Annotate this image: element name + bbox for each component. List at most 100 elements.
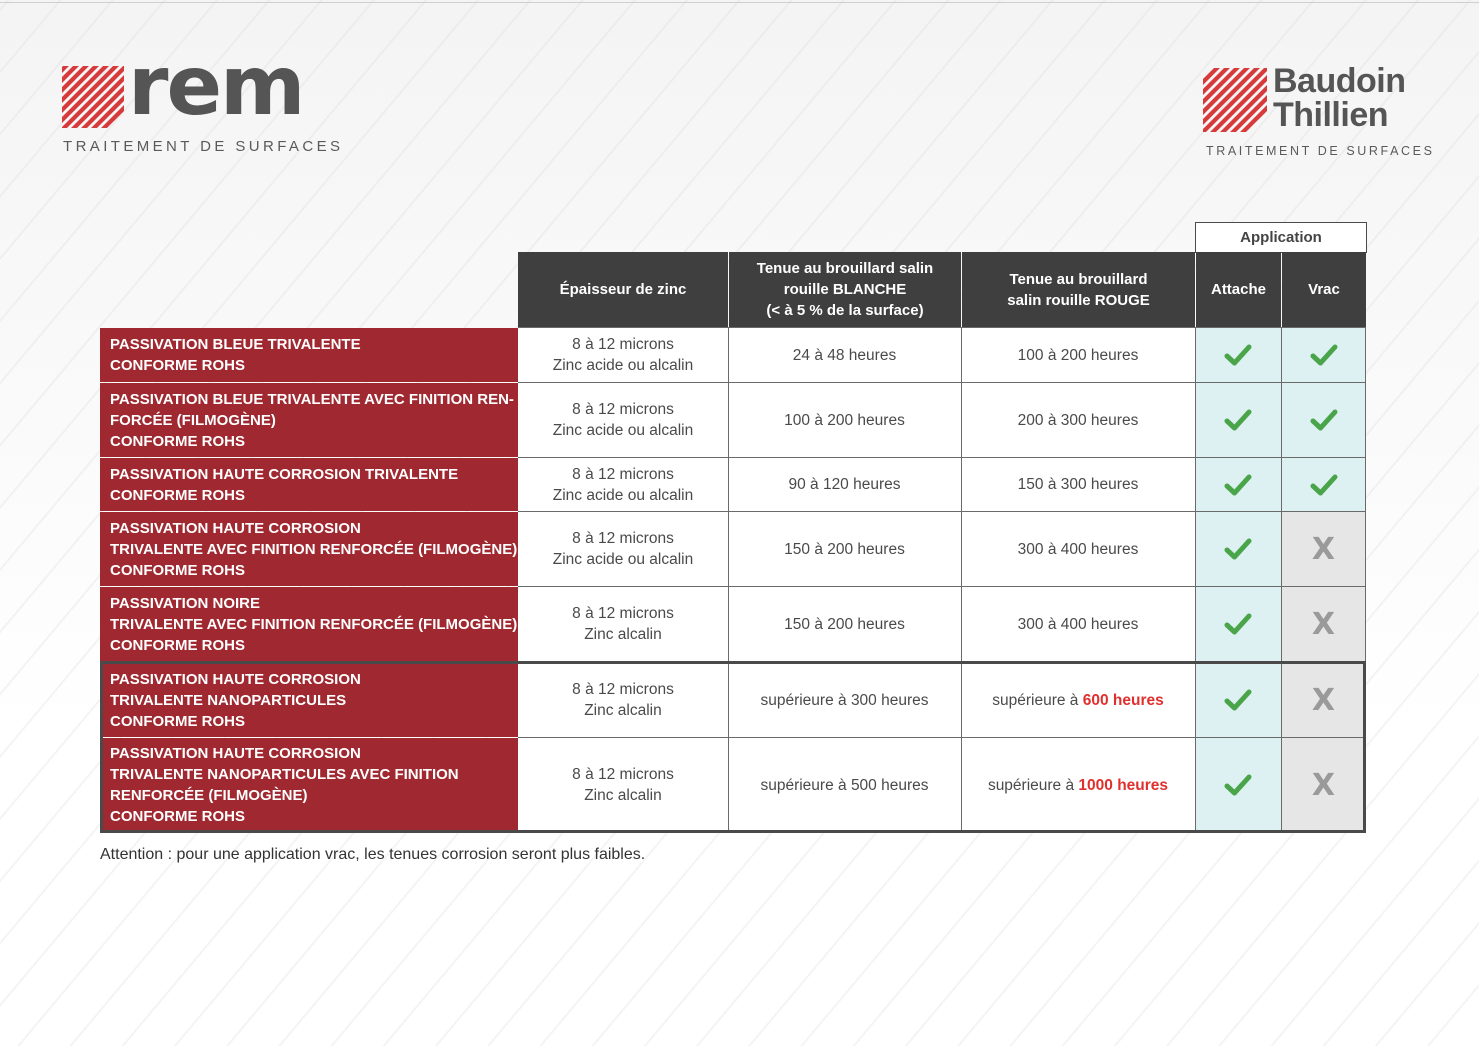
red-rust-value: 300 à 400 heures xyxy=(1018,539,1139,560)
white-rust-cell: 150 à 200 heures xyxy=(728,512,961,586)
rem-wordmark: rem xyxy=(128,39,305,134)
zinc-thickness-line: 8 à 12 microns xyxy=(572,401,674,418)
header-white-rust-line: (< à 5 % de la surface) xyxy=(766,302,924,319)
attache-cell xyxy=(1195,587,1281,661)
red-rust-prefix: 300 à 400 heures xyxy=(1017,540,1139,558)
grid-line xyxy=(518,457,1366,458)
red-rust-prefix: supérieure à xyxy=(987,776,1079,794)
red-rust-cell: 100 à 200 heures xyxy=(961,328,1195,382)
attache-cell xyxy=(1195,328,1281,382)
rem-stripes-icon xyxy=(62,66,124,128)
zinc-thickness-cell: 8 à 12 microns Zinc alcalin xyxy=(518,587,728,661)
vrac-cell xyxy=(1281,383,1366,457)
zinc-thickness-cell: 8 à 12 microns Zinc acide ou alcalin xyxy=(518,512,728,586)
red-rust-value: supérieure à 1000 heures xyxy=(988,775,1168,796)
vrac-cell xyxy=(1281,328,1366,382)
zinc-thickness-line: Zinc acide ou alcalin xyxy=(552,551,694,568)
grid-line xyxy=(518,586,1366,587)
table-row: PASSIVATION BLEUE TRIVALENTE AVEC FINITI… xyxy=(100,383,1366,457)
baudoin-wordmark: Baudoin Thillien xyxy=(1273,62,1406,134)
attache-cell xyxy=(1195,738,1281,832)
zinc-thickness-cell: 8 à 12 microns Zinc acide ou alcalin xyxy=(518,458,728,511)
zinc-thickness-line: Zinc alcalin xyxy=(584,626,662,643)
header-white-rust: Tenue au brouillard salin rouille BLANCH… xyxy=(729,252,961,327)
treatment-name-line: CONFORME ROHS xyxy=(110,636,245,654)
treatment-name-line: CONFORME ROHS xyxy=(110,808,245,825)
white-rust-value: 100 à 200 heures xyxy=(784,411,905,429)
white-rust-value: 24 à 48 heures xyxy=(792,346,897,364)
grid-line xyxy=(1195,327,1196,833)
red-rust-cell: supérieure à 600 heures xyxy=(961,663,1195,737)
table-row: PASSIVATION HAUTE CORROSION TRIVALENTE AV… xyxy=(100,512,1366,586)
zinc-thickness-line: 8 à 12 microns xyxy=(572,681,674,698)
red-rust-highlight: 600 heures xyxy=(1082,691,1164,709)
table-row: PASSIVATION BLEUE TRIVALENTE CONFORME ROH… xyxy=(100,328,1366,382)
grid-line xyxy=(518,737,1366,738)
red-rust-value: 300 à 400 heures xyxy=(1018,614,1139,635)
white-rust-cell: 24 à 48 heures xyxy=(728,328,961,382)
baudoin-thillien-logo: Baudoin Thillien TRAITEMENT DE SURFACES xyxy=(1203,64,1432,160)
zinc-thickness-cell: 8 à 12 microns Zinc alcalin xyxy=(518,663,728,737)
red-rust-prefix: supérieure à xyxy=(992,691,1083,709)
treatment-name-line: PASSIVATION HAUTE CORROSION xyxy=(110,670,361,688)
red-rust-cell: 300 à 400 heures xyxy=(961,512,1195,586)
red-rust-prefix: 100 à 200 heures xyxy=(1017,346,1139,364)
white-rust-cell: 150 à 200 heures xyxy=(728,587,961,661)
treatment-name-line: CONFORME ROHS xyxy=(110,432,245,450)
header-zinc-thickness: Épaisseur de zinc xyxy=(518,252,728,327)
red-rust-prefix: 150 à 300 heures xyxy=(1017,476,1139,493)
rem-subtitle: TRAITEMENT DE SURFACES xyxy=(63,138,344,155)
red-rust-cell: 300 à 400 heures xyxy=(961,587,1195,661)
red-rust-value: supérieure à 600 heures xyxy=(992,690,1163,711)
red-rust-value: 100 à 200 heures xyxy=(1018,345,1139,366)
table-row: PASSIVATION HAUTE CORROSION TRIVALENTE NA… xyxy=(100,663,1366,737)
zinc-thickness-line: Zinc acide ou alcalin xyxy=(552,422,694,439)
treatment-name-line: CONFORME ROHS xyxy=(110,712,245,730)
header-red-rust-line: Tenue au brouillard xyxy=(1009,270,1148,288)
baudoin-wordmark-line1: Baudoin xyxy=(1273,62,1406,100)
table-row: PASSIVATION HAUTE CORROSION TRIVALENTE NA… xyxy=(100,738,1366,832)
baudoin-subtitle: TRAITEMENT DE SURFACES xyxy=(1206,144,1435,158)
zinc-thickness-cell: 8 à 12 microns Zinc alcalin xyxy=(518,738,728,832)
baudoin-wordmark-line2: Thillien xyxy=(1273,96,1389,134)
header-attache: Attache xyxy=(1196,252,1281,327)
treatment-name-line: PASSIVATION HAUTE CORROSION xyxy=(110,745,361,762)
red-rust-value: 150 à 300 heures xyxy=(1018,474,1139,495)
header-vrac-label: Vrac xyxy=(1308,281,1340,298)
white-rust-cell: supérieure à 300 heures xyxy=(728,663,961,737)
vrac-cell: X xyxy=(1281,587,1366,661)
table-row: PASSIVATION NOIRE TRIVALENTE AVEC FINITIO… xyxy=(100,587,1366,661)
grid-line xyxy=(518,511,1366,512)
treatment-name-line: PASSIVATION BLEUE TRIVALENTE xyxy=(110,336,361,353)
header-red-rust: Tenue au brouillard salin rouille ROUGE xyxy=(962,252,1195,327)
zinc-thickness-line: 8 à 12 microns xyxy=(572,336,674,353)
header-attache-label: Attache xyxy=(1210,281,1266,298)
attache-cell xyxy=(1195,458,1281,511)
treatment-name-cell: PASSIVATION NOIRE TRIVALENTE AVEC FINITIO… xyxy=(100,587,518,661)
treatment-name-line: CONFORME ROHS xyxy=(110,357,245,374)
red-rust-cell: 150 à 300 heures xyxy=(961,458,1195,511)
treatment-name-line: PASSIVATION HAUTE CORROSION TRIVALENTE xyxy=(110,465,459,483)
header-red-rust-line: salin rouille ROUGE xyxy=(1007,291,1150,309)
treatment-name-line: TRIVALENTE AVEC FINITION RENFORCÉE (FILM… xyxy=(110,615,518,633)
zinc-thickness-cell: 8 à 12 microns Zinc acide ou alcalin xyxy=(518,328,728,382)
treatment-name-line: RENFORCÉE (FILMOGÈNE) xyxy=(110,787,308,804)
cross-icon: X xyxy=(1311,531,1336,567)
treatment-name-line: PASSIVATION BLEUE TRIVALENTE AVEC FINITI… xyxy=(110,390,514,408)
vrac-cell: X xyxy=(1281,663,1366,737)
white-rust-value: 90 à 120 heures xyxy=(788,476,901,493)
attache-cell xyxy=(1195,383,1281,457)
rem-logo: rem TRAITEMENT DE SURFACES xyxy=(62,46,340,162)
treatment-name-line: CONFORME ROHS xyxy=(110,561,245,579)
grid-line xyxy=(518,327,1366,328)
zinc-thickness-line: 8 à 12 microns xyxy=(572,766,674,783)
footnote: Attention : pour une application vrac, l… xyxy=(100,846,646,863)
zinc-thickness-line: Zinc acide ou alcalin xyxy=(552,486,694,504)
treatment-name-cell: PASSIVATION HAUTE CORROSION TRIVALENTE CO… xyxy=(100,458,518,511)
treatment-name-line: TRIVALENTE NANOPARTICULES AVEC FINITION xyxy=(110,766,459,783)
cross-icon: X xyxy=(1311,606,1336,642)
cross-icon: X xyxy=(1311,682,1336,718)
check-icon xyxy=(1224,344,1252,366)
grid-line xyxy=(1365,327,1366,833)
treatment-name-cell: PASSIVATION BLEUE TRIVALENTE AVEC FINITI… xyxy=(100,383,518,457)
